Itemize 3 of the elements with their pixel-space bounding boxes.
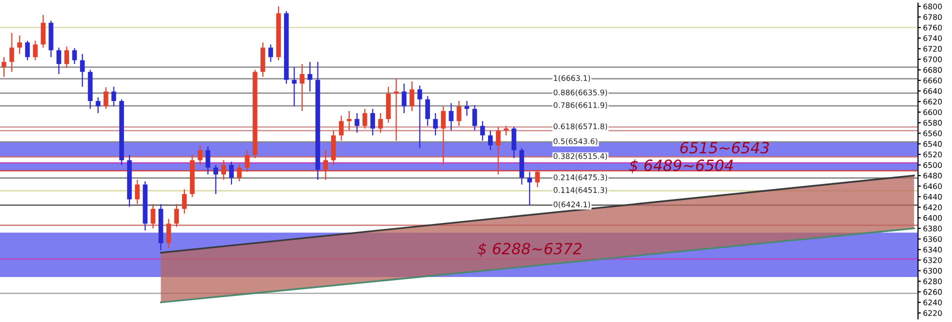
annotation: 6515~6543 (680, 142, 769, 154)
annotation: $ 6288~6372 (478, 242, 582, 256)
annotation: $ 6489~6504 (629, 159, 733, 174)
